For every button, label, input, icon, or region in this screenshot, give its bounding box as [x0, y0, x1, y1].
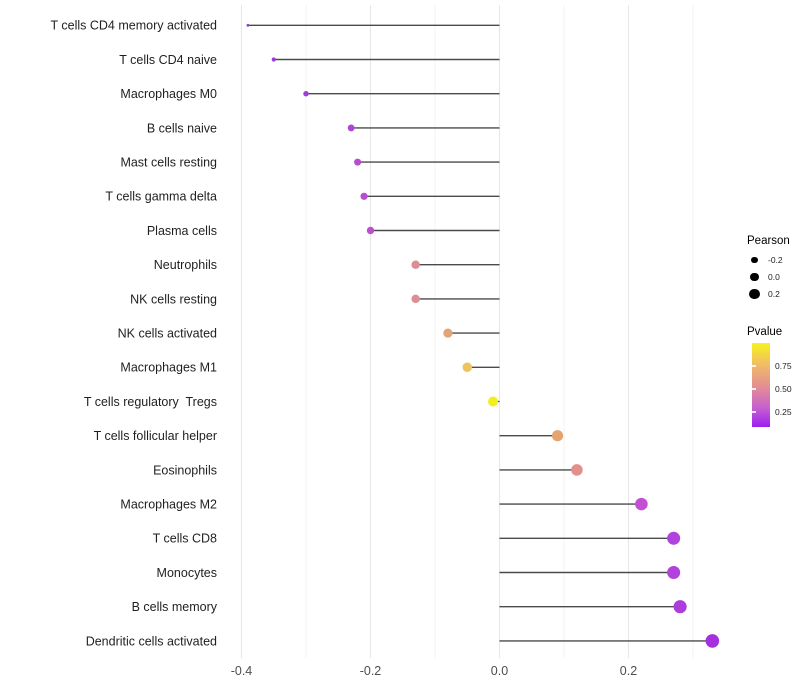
colorbar-tick	[772, 365, 776, 367]
legend-pvalue-title: Pvalue	[747, 326, 783, 338]
colorbar-tick-label: 0.75	[775, 361, 792, 372]
colorbar-tick	[752, 388, 756, 390]
y-axis-label: T cells follicular helper	[94, 429, 217, 443]
legend-size-label: 0.2	[768, 289, 780, 299]
x-axis-tick-label: -0.4	[231, 664, 253, 678]
lollipop-dot	[246, 23, 250, 27]
colorbar-tick	[772, 411, 776, 413]
y-axis-label: Macrophages M2	[120, 497, 217, 511]
y-axis-label: Macrophages M1	[120, 361, 217, 375]
y-axis-label: B cells memory	[132, 600, 218, 614]
lollipop-dot	[411, 294, 420, 304]
legend-size-label: -0.2	[768, 255, 783, 265]
lollipop-dot	[667, 531, 681, 545]
y-axis-label: T cells regulatory Tregs	[84, 395, 217, 409]
lollipop-dot	[360, 192, 368, 200]
lollipop-dot	[571, 464, 583, 476]
y-axis-label: T cells CD8	[153, 532, 217, 546]
y-axis-label: T cells gamma delta	[105, 190, 217, 204]
y-axis-label: T cells CD4 naive	[119, 53, 217, 67]
y-axis-label: Monocytes	[157, 566, 217, 580]
pvalue-colorbar	[752, 343, 770, 427]
lollipop-dot	[411, 260, 420, 269]
colorbar-tick	[752, 365, 756, 367]
legend-size-dot-icon	[751, 256, 758, 264]
colorbar-tick	[752, 411, 756, 413]
legend-size-dot-icon	[750, 272, 759, 282]
lollipop-dot	[443, 328, 453, 338]
legend-pearson-title: Pearson	[747, 235, 790, 247]
lollipop-dot	[462, 362, 473, 373]
y-axis-label: Plasma cells	[147, 224, 217, 238]
x-axis-tick-label: 0.0	[491, 664, 508, 678]
legend-size-label: 0.0	[768, 272, 780, 282]
y-axis-label: Dendritic cells activated	[86, 634, 217, 648]
legend-pearson-entry: 0.2	[744, 285, 780, 303]
y-axis-label: Neutrophils	[154, 258, 217, 272]
lollipop-dot	[635, 497, 648, 511]
lollipop-dot	[303, 90, 309, 97]
chart-legend: Pearson -0.2 0.0 0.2 Pvalue 0.75 0.50 0.25	[744, 230, 800, 440]
lollipop-dot	[488, 396, 499, 407]
lollipop-dot	[667, 565, 681, 580]
x-axis-tick-label: 0.2	[620, 664, 637, 678]
x-axis-tick-label: -0.2	[360, 664, 382, 678]
lollipop-dot	[705, 634, 720, 648]
y-axis-label: T cells CD4 memory activated	[51, 19, 218, 33]
lollipop-dot	[673, 600, 687, 614]
lollipop-dot	[271, 57, 276, 62]
legend-pearson-entry: 0.0	[744, 268, 780, 286]
y-axis-label: Macrophages M0	[120, 87, 217, 101]
legend-size-dot-icon	[749, 288, 760, 300]
colorbar-tick	[772, 388, 776, 390]
lollipop-dot	[551, 430, 564, 442]
y-axis-label: Eosinophils	[153, 463, 217, 477]
y-axis-label: NK cells resting	[130, 292, 217, 306]
lollipop-dot	[347, 124, 355, 132]
lollipop-dot	[354, 158, 362, 166]
colorbar-tick-label: 0.50	[775, 384, 792, 395]
y-axis-label: B cells naive	[147, 121, 217, 135]
colorbar-tick-label: 0.25	[775, 406, 792, 417]
legend-pearson-entry: -0.2	[744, 251, 783, 269]
y-axis-label: Mast cells resting	[120, 155, 217, 169]
lollipop-dot	[366, 226, 375, 235]
y-axis-label: NK cells activated	[118, 326, 217, 340]
